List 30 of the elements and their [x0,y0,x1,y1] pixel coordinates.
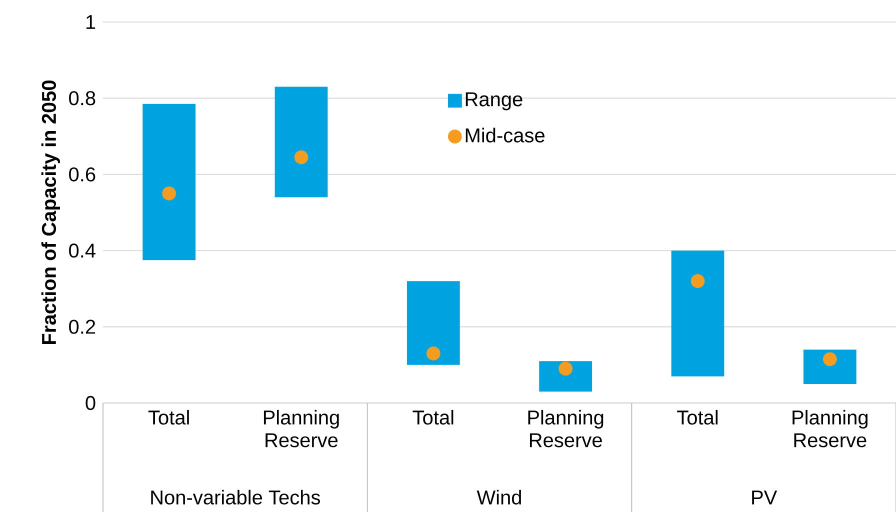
point [426,346,440,360]
x-tick-label: Planning Reserve [264,410,339,448]
text: Non-variable Techs [151,490,320,505]
x-tick-label: Total [148,410,189,425]
point [690,274,705,288]
y-tick-label: 0.4 [69,244,96,258]
bar [539,361,592,392]
y-axis-title: Fraction of Capacity in 2050 [41,80,60,344]
y-tick-label: 0.8 [69,91,96,106]
text: Wind [476,490,521,505]
point [294,150,308,164]
bar [803,350,856,384]
bar [142,104,196,260]
y-tick-label: 0.6 [69,167,96,182]
legend-label: Mid-case [466,128,544,142]
point [162,186,176,200]
point [822,352,837,366]
bar [406,281,460,365]
x-tick-label: Planning Reserve [792,410,868,448]
x-tick-label: Total [677,410,718,425]
x-tick-label: Total [412,410,454,425]
y-tick-label: 0 [86,396,96,410]
text: PV [752,490,778,504]
x-tick-label: Planning Reserve [528,410,604,448]
y-tick-label: 1 [86,15,96,29]
legend-label: Range [466,92,522,110]
point [558,362,573,376]
y-tick-label: 0.2 [69,320,96,334]
bar [671,250,724,376]
bar [274,86,328,198]
